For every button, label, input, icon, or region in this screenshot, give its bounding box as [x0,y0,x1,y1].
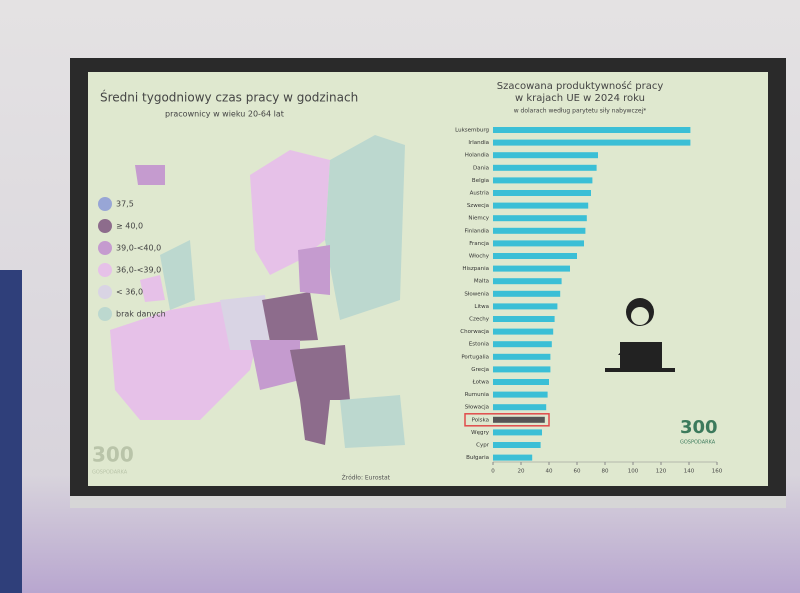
x-tick-label: 100 [628,469,639,475]
bar-label: Słowenia [464,291,489,297]
bar-label: Włochy [469,254,490,260]
legend-swatch [98,285,112,299]
bar-label: Hiszpania [462,266,489,272]
legend-label: ≥ 40,0 [116,222,143,231]
bar-label: Cypr [476,443,490,449]
bar [493,202,589,209]
chart-title: Szacowana produktywność pracy w krajach U… [497,80,664,104]
bar-label: Luksemburg [455,128,489,134]
bar [493,290,561,297]
title-line: Szacowana produktywność pracy [497,80,664,92]
bar [493,416,545,423]
bar [493,379,549,385]
logo-left: 300 [92,443,134,467]
highlight-box [464,413,550,427]
bar [493,429,542,436]
person-icon [605,298,675,372]
bar [493,265,570,272]
screen-bottom [70,496,786,508]
bar [493,303,558,310]
bar [493,328,554,335]
legend-swatch [98,197,112,211]
bar [493,253,577,259]
bar [493,127,691,133]
legend-label: < 36,0 [116,288,143,297]
x-tick-label: 80 [602,469,609,475]
chart-subtitle: w dolarach według parytetu siły nabywcze… [514,108,647,115]
map-subtitle: pracownicy w wieku 20-64 lat [165,110,284,119]
x-tick-label: 160 [712,469,723,475]
legend-label: 37,5 [116,200,134,209]
logo-right: 300 [680,417,718,438]
x-tick-label: 40 [546,469,553,475]
bar-label: Węgry [471,430,490,436]
bar-label: Rumunia [465,392,489,398]
x-tick-label: 120 [656,469,667,475]
bar-label: Austria [470,191,489,197]
bar-label: Belgia [472,178,489,184]
bar-label: Grecja [471,367,489,373]
bar-label: Bułgaria [466,455,489,461]
bar [493,240,584,247]
legend-label: brak danych [116,310,166,319]
bar-label: Irlandia [468,140,489,146]
bar [493,404,547,411]
bar [493,152,598,159]
legend-label: 36,0-<39,0 [116,266,161,275]
logo-left-name: GOSPODARKA [92,470,128,476]
bar [493,177,593,184]
bar [493,215,587,222]
x-tick-label: 20 [518,469,525,475]
bar-label: Łotwa [472,380,489,386]
legend-label: 39,0-<40,0 [116,244,161,253]
title-line: w krajach UE w 2024 roku [515,93,645,104]
bar [493,353,551,360]
map [110,135,405,448]
bar-label: Szwecja [467,203,489,209]
x-tick-label: 60 [574,469,581,475]
bar-label: Portugalia [461,354,489,360]
bar [493,139,691,146]
bar-label: Polska [472,417,489,423]
bar-label: Francja [469,241,489,247]
bar [493,341,552,348]
map-source: Źródło: Eurostat [342,474,391,482]
bar-label: Chorwacja [460,329,489,335]
bar [493,316,555,322]
x-tick-label: 0 [491,469,495,475]
bar-label: Finlandia [464,228,489,234]
bar-label: Holandia [465,153,489,159]
bar [493,454,533,461]
legend-swatch [98,219,112,233]
bar-label: Dania [473,165,489,171]
bar-label: Niemcy [468,216,489,222]
bar [493,278,562,285]
map-title: Średni tygodniowy czas pracy w godzinach [100,90,358,105]
bar [493,391,548,398]
legend-swatch [98,263,112,277]
bar [493,366,551,373]
legend-swatch [98,241,112,255]
logo-right-name: GOSPODARKA [680,440,716,446]
bar-label: Estonia [469,342,489,348]
banner [0,270,22,593]
bar-label: Słowacja [465,405,489,411]
x-tick-label: 140 [684,469,695,475]
bar-label: Litwa [474,304,489,310]
bar-label: Czechy [469,317,490,323]
bar [493,164,597,171]
bar [493,190,591,196]
bar-label: Malta [474,279,489,285]
legend-swatch [98,307,112,321]
bar [493,227,586,234]
bar [493,442,541,448]
